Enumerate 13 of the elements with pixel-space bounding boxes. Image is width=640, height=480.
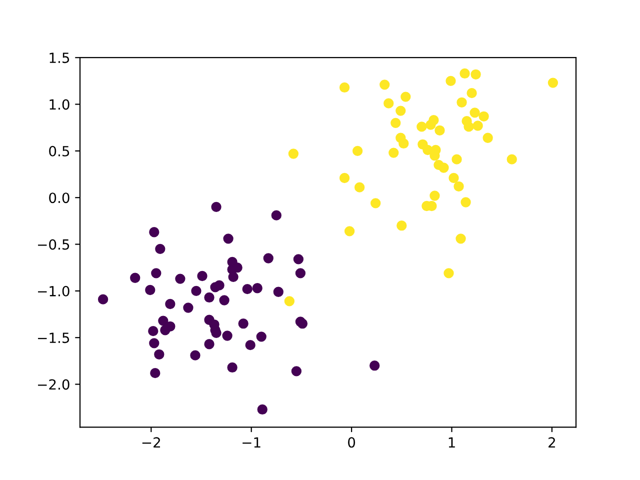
y-tick-label: −1.0	[38, 286, 70, 296]
x-tick-label: −1	[242, 437, 260, 448]
y-tick-label: 0.5	[49, 146, 70, 156]
x-tick-label: 2	[548, 437, 555, 448]
y-tick-label: −0.5	[38, 239, 70, 250]
x-tick-label: 1	[448, 437, 455, 448]
y-tick-label: 0.0	[49, 192, 70, 204]
y-tick-label: 1.0	[50, 99, 70, 110]
y-tick-label: −2.0	[38, 379, 70, 390]
x-tick-label: 0	[348, 437, 356, 448]
y-tick-label: 1.5	[50, 52, 70, 64]
y-tick-label: −1.5	[38, 332, 70, 344]
x-tick-label: −2	[142, 437, 160, 448]
